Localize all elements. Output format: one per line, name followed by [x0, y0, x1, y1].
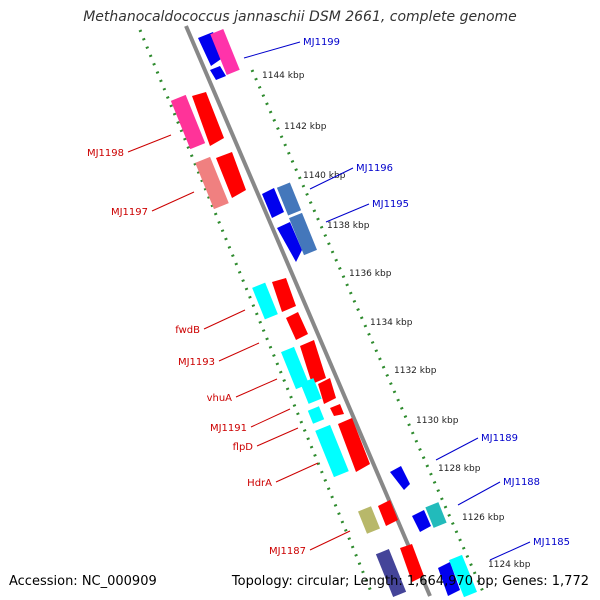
gene-arrow-mj1189[interactable] [390, 466, 410, 490]
gene-arrow-vhua[interactable] [300, 340, 326, 384]
gene-mj1186[interactable] [375, 549, 407, 597]
gene-fwdb[interactable] [252, 282, 278, 320]
ruler-label: 1144 kbp [262, 71, 305, 81]
gene-arrow-mj1186[interactable] [400, 544, 424, 582]
gene-label-vhua[interactable]: vhuA [207, 393, 233, 404]
ruler-label: 1142 kbp [284, 122, 327, 132]
gene-label-fwdb[interactable]: fwdB [175, 325, 200, 336]
leader-line-flpd [256, 427, 299, 447]
genome-summary-text: Topology: circular; Length: 1,664,970 bp… [231, 574, 589, 589]
gene-label-mj1193[interactable]: MJ1193 [178, 357, 215, 368]
leader-line-mj1199 [243, 41, 301, 59]
leader-line-vhua [235, 378, 278, 398]
gene-arrow-hdra[interactable] [338, 418, 370, 472]
leader-line-mj1196 [309, 167, 354, 190]
gene-label-mj1185[interactable]: MJ1185 [533, 537, 570, 548]
leader-line-mj1185 [489, 541, 531, 561]
gene-mj1185[interactable] [449, 554, 477, 598]
gene-label-mj1189[interactable]: MJ1189 [481, 433, 518, 444]
gene-label-mj1187[interactable]: MJ1187 [269, 546, 306, 557]
ruler-label: 1128 kbp [438, 464, 481, 474]
gene-arrow-mj1191[interactable] [318, 378, 336, 404]
ruler-label: 1134 kbp [370, 318, 413, 328]
leader-line-mj1195 [325, 203, 370, 223]
gene-mj1191[interactable] [300, 378, 322, 404]
gene-arrow-mj1199[interactable] [198, 32, 224, 66]
gene-arrow-mj1188[interactable] [412, 510, 431, 532]
gene-mj1187-olive[interactable] [358, 506, 380, 534]
reverse-tick-track [138, 29, 374, 595]
gene-arrow-fwdb[interactable] [272, 278, 296, 312]
gene-label-mj1195[interactable]: MJ1195 [372, 199, 409, 210]
gene-label-mj1197[interactable]: MJ1197 [111, 207, 148, 218]
leader-line-mj1191 [250, 408, 291, 428]
gene-mj1199-pink[interactable] [210, 28, 240, 76]
gene-mj1198[interactable] [170, 94, 206, 150]
ruler-label: 1132 kbp [394, 366, 437, 376]
forward-gene-group [198, 28, 477, 598]
leader-line-mj1197 [151, 191, 195, 212]
label-leaders [127, 41, 531, 561]
reverse-gene-group [170, 92, 424, 597]
gene-arrow-mj1191b[interactable] [330, 404, 344, 416]
ruler-label: 1140 kbp [303, 171, 346, 181]
gene-label-hdra[interactable]: HdrA [247, 478, 272, 489]
gene-mj1188[interactable] [425, 502, 447, 528]
ruler-label: 1130 kbp [416, 416, 459, 426]
gene-arrow-mj1187[interactable] [378, 500, 398, 526]
forward-tick-track [250, 69, 486, 595]
ruler-label: 1136 kbp [349, 269, 392, 279]
leader-line-mj1187 [309, 530, 351, 551]
gene-arrow-mj1197[interactable] [216, 152, 246, 198]
gene-label-mj1196[interactable]: MJ1196 [356, 163, 393, 174]
gene-arrow-mj1196[interactable] [262, 188, 284, 218]
gene-mj1196[interactable] [276, 182, 302, 216]
gene-label-mj1198[interactable]: MJ1198 [87, 148, 124, 159]
gene-flpd[interactable] [307, 406, 325, 424]
gene-arrow-mj1195[interactable] [277, 222, 302, 262]
gene-arrow-mj1199b[interactable] [210, 66, 226, 80]
gene-hdra[interactable] [315, 424, 349, 478]
ruler-label: 1124 kbp [488, 560, 531, 570]
ruler-label: 1138 kbp [327, 221, 370, 231]
gene-arrow-mj1198[interactable] [192, 92, 224, 146]
ruler-label: 1126 kbp [462, 513, 505, 523]
gene-labels: MJ1199 MJ1196 MJ1195 MJ1189 MJ1188 MJ1185 MJ11… [87, 37, 570, 557]
gene-label-mj1191[interactable]: MJ1191 [210, 423, 247, 434]
gene-label-mj1188[interactable]: MJ1188 [503, 477, 540, 488]
leader-line-mj1188 [457, 481, 501, 506]
leader-line-mj1198 [127, 134, 172, 153]
gene-vhua[interactable] [281, 346, 309, 390]
leader-line-mj1193 [218, 342, 260, 362]
gene-label-flpd[interactable]: flpD [233, 442, 254, 453]
gene-mj1197[interactable] [195, 156, 229, 210]
gene-arrow-mj1185[interactable] [438, 562, 460, 596]
leader-line-hdra [275, 462, 319, 483]
map-title: Methanocaldococcus jannaschii DSM 2661, … [83, 9, 517, 25]
gene-label-mj1199[interactable]: MJ1199 [303, 37, 340, 48]
gene-arrow-mj1193[interactable] [286, 312, 308, 340]
accession-text: Accession: NC_000909 [9, 574, 157, 589]
ruler-labels: 1144 kbp 1142 kbp 1140 kbp 1138 kbp 1136 kbp… [262, 71, 531, 570]
gene-mj1195[interactable] [289, 212, 317, 256]
leader-line-fwdb [203, 309, 246, 330]
leader-line-mj1189 [435, 437, 479, 461]
